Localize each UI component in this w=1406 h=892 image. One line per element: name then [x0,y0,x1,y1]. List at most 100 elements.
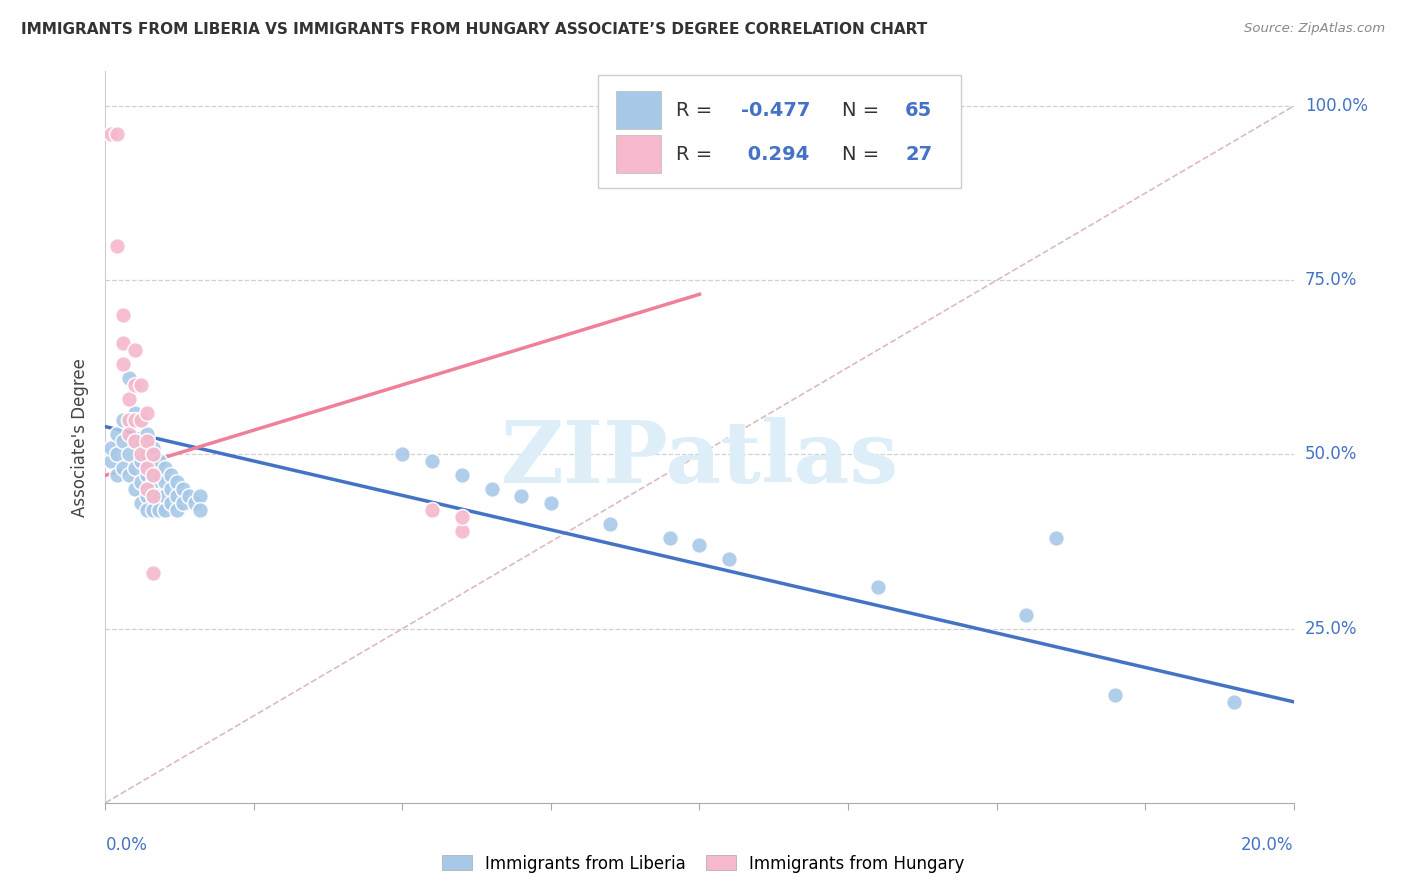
Point [190,489,212,503]
Text: Source: ZipAtlas.com: Source: ZipAtlas.com [1244,22,1385,36]
Point [118,412,141,426]
FancyBboxPatch shape [599,75,960,188]
Point [124,377,146,392]
Point [148,489,170,503]
Point [1104,688,1126,702]
Text: N =: N = [842,145,886,163]
FancyBboxPatch shape [616,91,661,129]
Text: 100.0%: 100.0% [1305,97,1368,115]
Point [136,426,159,441]
Point [166,503,188,517]
Point [183,496,205,510]
FancyBboxPatch shape [616,135,661,173]
Point [148,468,170,483]
Point [153,461,176,475]
Point [142,468,165,483]
Point [136,483,159,497]
Point [510,489,533,503]
Point [129,412,152,426]
Point [540,496,562,510]
Point [112,308,135,322]
Text: IMMIGRANTS FROM LIBERIA VS IMMIGRANTS FROM HUNGARY ASSOCIATE’S DEGREE CORRELATIO: IMMIGRANTS FROM LIBERIA VS IMMIGRANTS FR… [21,22,928,37]
Point [112,336,135,351]
Point [142,503,165,517]
Point [136,461,159,475]
Point [136,468,159,483]
Point [124,461,146,475]
Point [420,503,443,517]
Point [166,475,188,490]
Point [159,468,181,483]
Point [599,517,621,532]
Point [142,461,165,475]
Point [105,468,128,483]
Point [124,483,146,497]
Point [118,468,141,483]
Point [118,426,141,441]
Point [124,343,146,357]
Point [136,434,159,448]
Text: 65: 65 [905,101,932,120]
Point [718,552,741,566]
Point [105,448,128,462]
Point [142,448,165,462]
Point [118,392,141,406]
Point [124,434,146,448]
Text: R =: R = [676,101,718,120]
Point [153,503,176,517]
Point [124,434,146,448]
Point [129,475,152,490]
Point [118,371,141,385]
Point [148,503,170,517]
Point [136,406,159,420]
Point [118,448,141,462]
Text: -0.477: -0.477 [741,101,810,120]
Point [105,426,128,441]
Point [142,566,165,580]
Point [159,483,181,497]
Point [129,448,152,462]
Text: 50.0%: 50.0% [1305,445,1357,464]
Point [166,489,188,503]
Point [105,238,128,252]
Point [866,580,889,594]
Point [1223,695,1246,709]
Point [148,454,170,468]
Point [142,489,165,503]
Text: 27: 27 [905,145,932,163]
Point [142,441,165,455]
Point [136,448,159,462]
Text: 25.0%: 25.0% [1305,620,1357,638]
Point [118,412,141,426]
Point [124,406,146,420]
Point [450,468,472,483]
Point [1045,531,1067,545]
Point [112,412,135,426]
Text: ZIPatlas: ZIPatlas [501,417,898,501]
Point [136,489,159,503]
Point [129,377,152,392]
Point [172,483,194,497]
Point [112,434,135,448]
Point [129,412,152,426]
Text: R =: R = [676,145,718,163]
Point [391,448,413,462]
Point [105,127,128,141]
Point [153,475,176,490]
Legend: Immigrants from Liberia, Immigrants from Hungary: Immigrants from Liberia, Immigrants from… [434,848,972,880]
Point [100,454,122,468]
Point [112,357,135,371]
Point [177,489,200,503]
Point [450,510,472,524]
Text: N =: N = [842,101,886,120]
Point [112,461,135,475]
Point [153,489,176,503]
Point [658,531,681,545]
Point [129,496,152,510]
Point [136,503,159,517]
Point [100,441,122,455]
Point [129,454,152,468]
Point [129,434,152,448]
Point [142,475,165,490]
Point [689,538,711,552]
